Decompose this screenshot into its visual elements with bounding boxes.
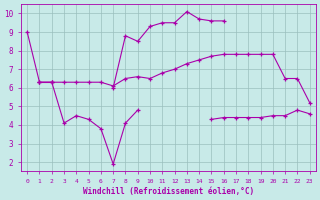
X-axis label: Windchill (Refroidissement éolien,°C): Windchill (Refroidissement éolien,°C) xyxy=(83,187,254,196)
